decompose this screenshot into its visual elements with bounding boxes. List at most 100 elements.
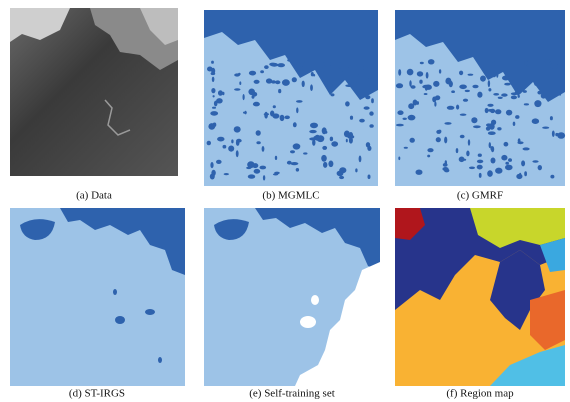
speckle [249, 71, 256, 76]
speckle [517, 141, 523, 144]
speckle [338, 71, 343, 73]
speckle [243, 94, 245, 100]
speckle [508, 158, 512, 162]
speckle [327, 83, 332, 87]
speckle [296, 100, 303, 103]
speckle [511, 96, 517, 100]
speckle [477, 160, 483, 164]
speckle [293, 122, 297, 127]
speckle [439, 69, 441, 73]
speckle [427, 155, 430, 158]
speckle [248, 174, 255, 178]
speckle [275, 80, 280, 84]
speckle [444, 137, 447, 144]
panel-st-irgs [10, 208, 185, 386]
speckle [501, 155, 507, 161]
speckle [296, 168, 299, 172]
speckle [479, 173, 482, 178]
speckle [254, 169, 261, 174]
speckle [292, 77, 297, 82]
speckle [216, 160, 222, 164]
speckle [243, 112, 247, 114]
speckle [487, 104, 493, 107]
speckle [248, 89, 255, 96]
speckle [451, 90, 455, 93]
speckle [369, 111, 373, 115]
speckle [504, 83, 511, 86]
speckle [323, 162, 327, 168]
speckle [542, 127, 549, 129]
speckle [398, 69, 401, 76]
speckle [486, 127, 490, 131]
speckle [231, 139, 233, 143]
speckle [348, 65, 352, 68]
speckle [534, 80, 540, 86]
speckle [357, 74, 361, 79]
speckle [408, 103, 414, 109]
speckle [506, 110, 512, 116]
speckle [516, 174, 522, 179]
speckle [397, 110, 403, 115]
speckle [344, 131, 350, 138]
speckle [273, 105, 276, 108]
speckle [339, 62, 342, 69]
water-class [158, 357, 162, 363]
caption: (a) Data [76, 190, 112, 202]
speckle [260, 166, 267, 170]
speckle [322, 146, 327, 150]
speckle [521, 160, 525, 166]
speckle [490, 146, 492, 150]
speckle [537, 91, 542, 95]
speckle [367, 146, 371, 151]
speckle [468, 139, 470, 145]
speckle [278, 89, 281, 93]
speckle [445, 78, 451, 85]
speckle [321, 155, 327, 162]
speckle [559, 93, 561, 96]
speckle [210, 162, 213, 168]
speckle [337, 171, 344, 177]
speckle [552, 131, 555, 137]
speckle [555, 133, 558, 136]
speckle [459, 157, 465, 163]
speckle [273, 173, 278, 175]
speckle [365, 95, 370, 99]
speckle [557, 132, 565, 139]
speckle [472, 85, 478, 88]
speckle [207, 141, 211, 146]
speckle [280, 115, 285, 121]
speckle [488, 109, 494, 112]
speckle [331, 141, 338, 146]
speckle [550, 63, 558, 69]
speckle [396, 83, 403, 88]
speckle [282, 79, 290, 86]
speckle [290, 150, 295, 153]
speckle [228, 146, 234, 152]
speckle [264, 113, 269, 115]
speckle [266, 78, 272, 83]
speckle [234, 88, 240, 90]
unlabeled [311, 295, 319, 305]
speckle [302, 81, 305, 87]
speckle [291, 162, 299, 165]
speckle [495, 168, 502, 174]
speckle [345, 84, 353, 87]
speckle [328, 161, 333, 168]
speckle [346, 139, 348, 143]
speckle [465, 90, 470, 92]
speckle [353, 80, 357, 84]
water-class [145, 309, 155, 315]
speckle [359, 156, 362, 163]
speckle [477, 92, 482, 98]
speckle [518, 95, 520, 98]
speckle [416, 170, 423, 175]
speckle [217, 137, 224, 142]
speckle [210, 174, 215, 180]
speckle [447, 106, 455, 110]
speckle [264, 65, 269, 69]
speckle [513, 122, 516, 126]
speckle [404, 147, 408, 149]
speckle [534, 100, 541, 107]
caption: (d) ST-IRGS [69, 388, 125, 400]
speckle [371, 98, 374, 103]
